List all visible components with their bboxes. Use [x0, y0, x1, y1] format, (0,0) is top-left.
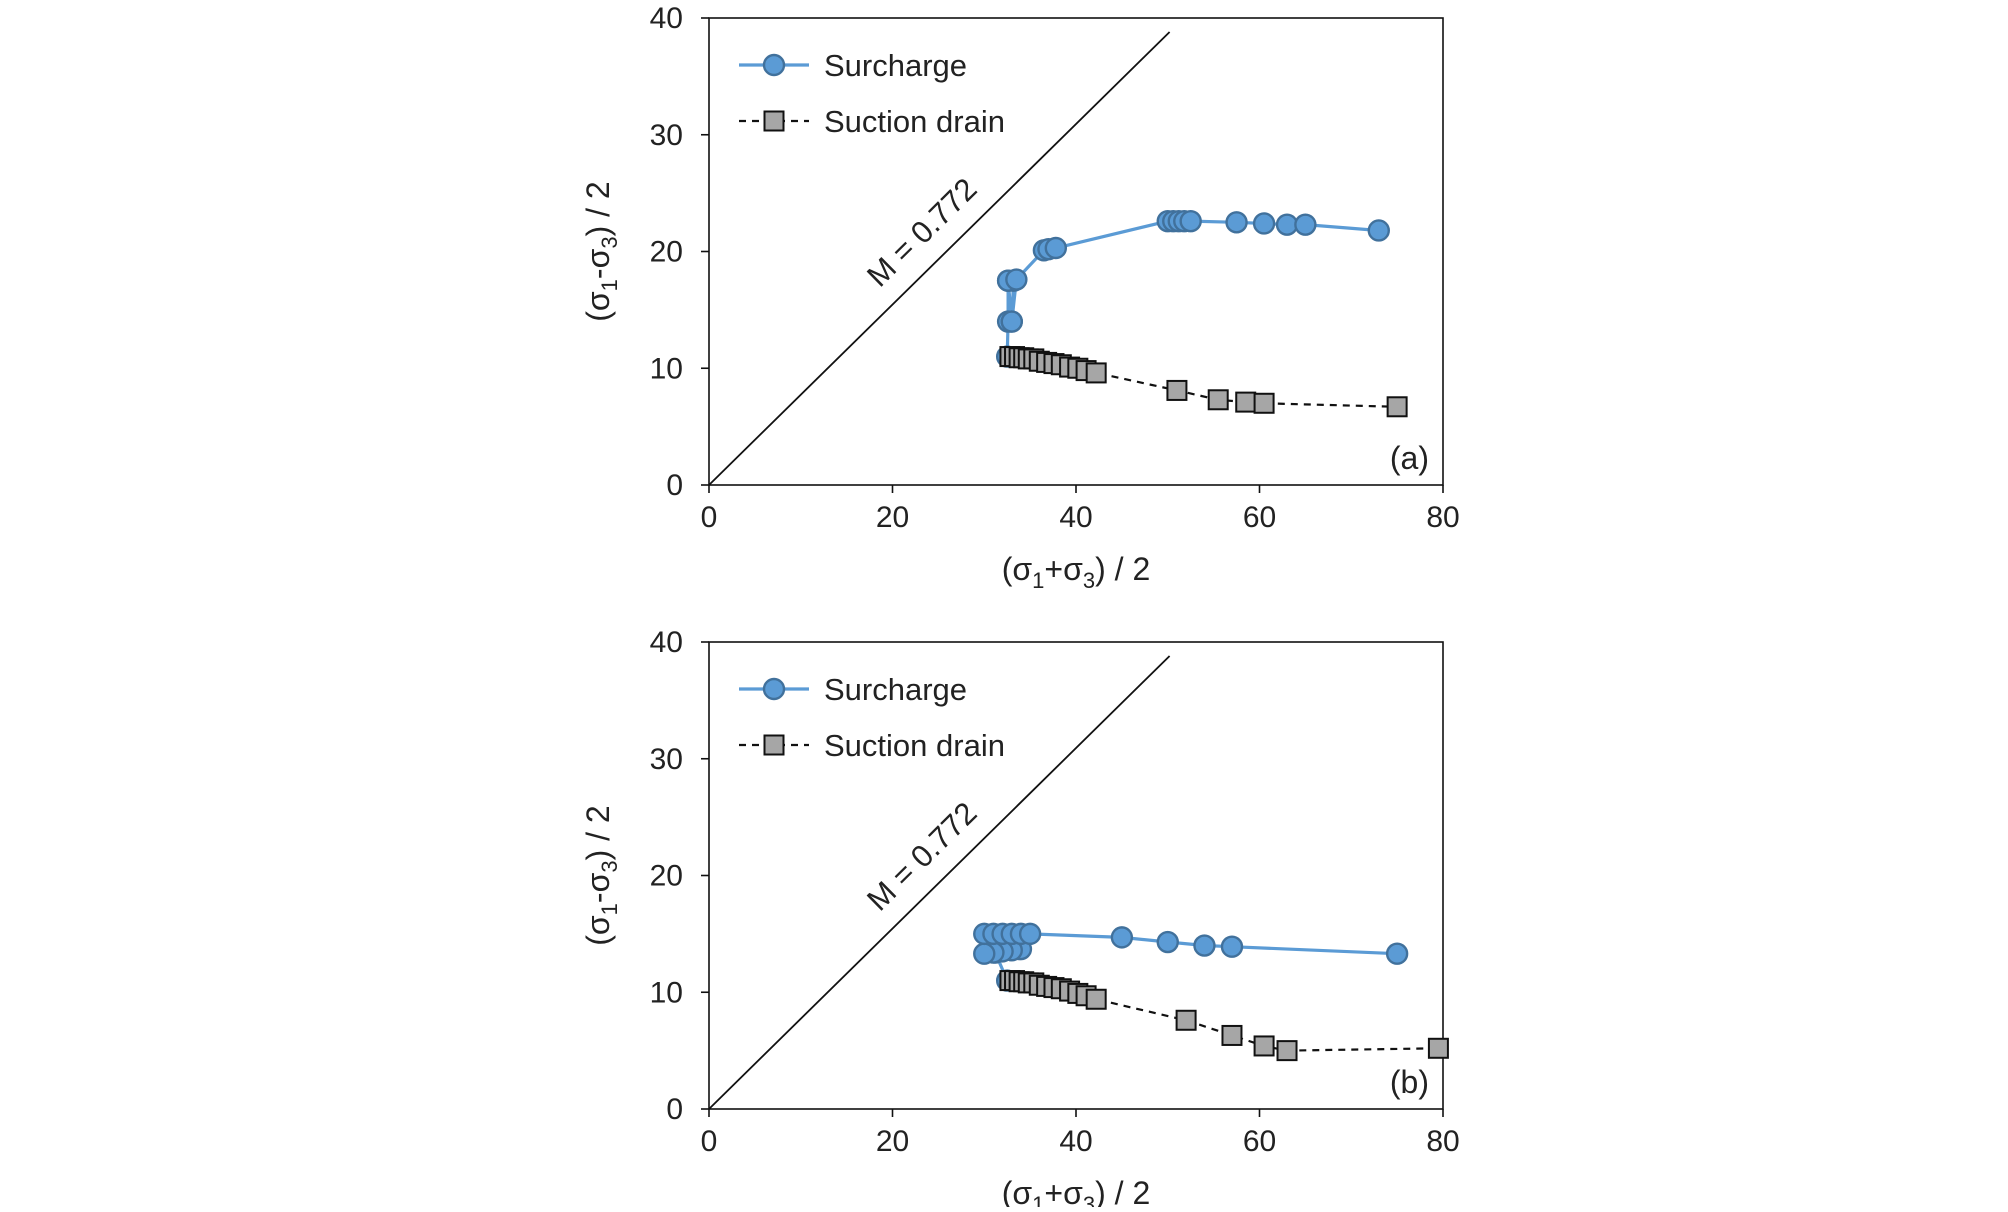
x-axis-title: (σ1+σ3) / 2	[1002, 1175, 1150, 1207]
surcharge-point	[1367, 219, 1390, 242]
y-axis-title: (σ1-σ3) / 2	[580, 805, 622, 945]
x-tick-label: 80	[1426, 1125, 1459, 1158]
y-tick-label: 20	[650, 860, 683, 893]
x-tick-label: 40	[1059, 1125, 1092, 1158]
x-tick-label: 40	[1059, 501, 1092, 534]
suction-drain-point	[1386, 396, 1408, 418]
y-tick-label: 10	[650, 352, 683, 385]
surcharge-point	[1193, 934, 1216, 957]
x-tick-label: 20	[876, 1125, 909, 1158]
plot-frame	[708, 17, 1444, 486]
legend-marker-surcharge	[762, 677, 786, 701]
surcharge-point	[1005, 268, 1028, 291]
legend-label: Surcharge	[824, 672, 967, 707]
reference-line	[708, 31, 1171, 486]
legend-label: Suction drain	[824, 104, 1005, 139]
y-tick-label: 10	[650, 976, 683, 1009]
suction-drain-point	[1085, 362, 1107, 384]
surcharge-point	[1385, 942, 1409, 965]
legend-marker-suction-drain	[763, 734, 785, 756]
suction-drain-point	[1207, 389, 1229, 411]
surcharge-point	[1156, 930, 1179, 954]
x-axis-title: (σ1+σ3) / 2	[1002, 551, 1150, 593]
y-tick-label: 40	[650, 2, 683, 35]
series-line-surcharge	[982, 932, 1398, 982]
y-axis-title: (σ1-σ3) / 2	[580, 181, 622, 321]
x-tick-label: 20	[876, 501, 909, 534]
legend-marker-surcharge	[762, 53, 786, 77]
legend-label: Suction drain	[824, 728, 1005, 763]
legend-marker-suction-drain	[763, 110, 785, 132]
surcharge-point	[1000, 310, 1023, 333]
surcharge-point	[973, 942, 996, 965]
panel-label: (a)	[1390, 440, 1429, 476]
reference-line	[708, 655, 1171, 1110]
surcharge-point	[1252, 212, 1276, 235]
suction-drain-point	[1175, 1009, 1197, 1031]
chart-panel-b: 0 20 40 60 80 0 10 20 30 40 (σ1+σ3) / 2 (σ1-σ3) / 2…	[580, 626, 1460, 1212]
y-tick-label: 0	[666, 469, 683, 502]
x-tick-label: 60	[1243, 501, 1276, 534]
surcharge-point	[1220, 935, 1244, 958]
panel-label: (b)	[1390, 1064, 1429, 1100]
suction-drain-point	[1253, 392, 1275, 414]
y-tick-label: 0	[666, 1093, 683, 1126]
surcharge-point	[1018, 922, 1042, 946]
suction-drain-point	[1427, 1037, 1449, 1059]
surcharge-point	[1179, 209, 1202, 233]
suction-drain-point	[1253, 1035, 1275, 1057]
legend-label: Surcharge	[824, 48, 967, 83]
suction-drain-point	[1085, 988, 1107, 1010]
suction-drain-point	[1235, 391, 1257, 413]
y-tick-label: 40	[650, 626, 683, 659]
y-tick-label: 30	[650, 743, 683, 776]
suction-drain-point	[1221, 1024, 1243, 1046]
surcharge-point	[1225, 211, 1248, 234]
surcharge-point	[1294, 213, 1317, 236]
x-tick-label: 0	[701, 1125, 718, 1158]
surcharge-point	[1044, 236, 1068, 260]
suction-drain-point	[1276, 1040, 1298, 1062]
surcharge-point	[1110, 926, 1134, 949]
x-tick-label: 0	[701, 501, 718, 534]
chart-panel-a: 0 20 40 60 80 0 10 20 30 40 (σ1+σ3) / 2 (σ1-σ3) / 2…	[580, 2, 1460, 593]
x-tick-label: 80	[1426, 501, 1459, 534]
x-tick-label: 60	[1243, 1125, 1276, 1158]
surcharge-point	[1275, 213, 1299, 236]
suction-drain-point	[1166, 379, 1188, 401]
y-tick-label: 30	[650, 119, 683, 152]
y-tick-label: 20	[650, 236, 683, 269]
plot-frame	[708, 641, 1444, 1110]
